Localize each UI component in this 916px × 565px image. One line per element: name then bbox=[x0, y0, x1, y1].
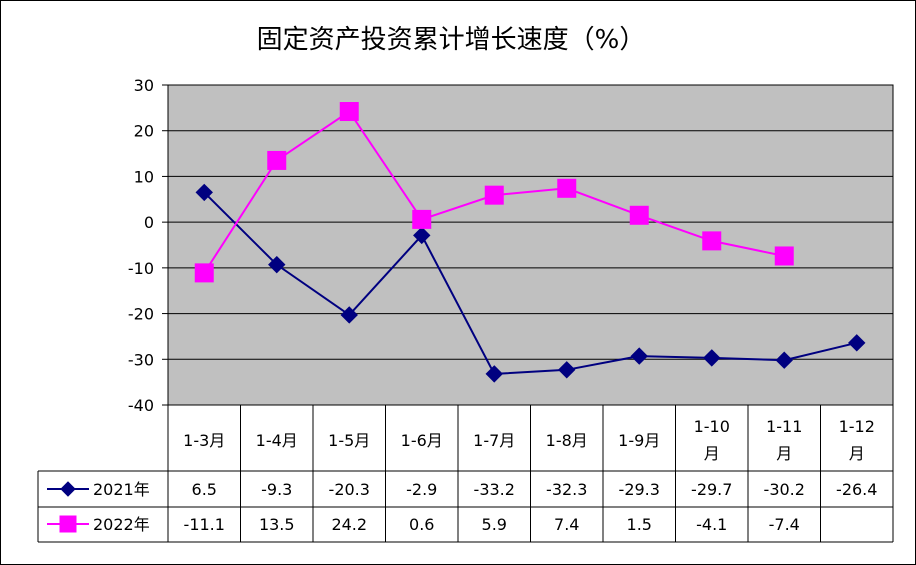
table-value: 13.5 bbox=[259, 515, 295, 534]
table-value: -29.3 bbox=[619, 480, 660, 499]
series-1-point bbox=[848, 334, 866, 352]
table-value: 6.5 bbox=[192, 480, 217, 499]
category-label: 1-10 月 bbox=[694, 417, 730, 463]
series-2-point bbox=[412, 209, 432, 229]
legend-marker-2 bbox=[59, 515, 77, 533]
series-1-point bbox=[703, 349, 721, 367]
legend-label-1: 2021年 bbox=[93, 480, 150, 499]
y-tick-label: -10 bbox=[128, 259, 154, 278]
y-tick-label: -30 bbox=[128, 350, 154, 369]
y-tick-label: -20 bbox=[128, 305, 154, 324]
table-value: -4.1 bbox=[696, 515, 727, 534]
legend-label-2: 2022年 bbox=[93, 515, 150, 534]
category-label: 1-7月 bbox=[473, 431, 515, 450]
table-value: -7.4 bbox=[769, 515, 800, 534]
category-label: 1-4月 bbox=[256, 431, 298, 450]
table-value: -9.3 bbox=[261, 480, 292, 499]
category-label: 1-5月 bbox=[328, 431, 370, 450]
series-layer bbox=[194, 102, 866, 383]
legend-marker-1 bbox=[60, 481, 76, 497]
table-value: -30.2 bbox=[764, 480, 805, 499]
table-value: -2.9 bbox=[406, 480, 437, 499]
series-1-point bbox=[630, 347, 648, 365]
y-tick-label: 20 bbox=[134, 122, 154, 141]
table-value: -32.3 bbox=[546, 480, 587, 499]
table-value: -11.1 bbox=[184, 515, 225, 534]
series-1-point bbox=[413, 226, 431, 245]
series-1-point bbox=[775, 351, 793, 369]
chart-title: 固定资产投资累计增长速度（%） bbox=[257, 25, 646, 55]
table-value: 5.9 bbox=[482, 515, 507, 534]
series-2-point bbox=[339, 102, 359, 122]
category-label: 1-8月 bbox=[546, 431, 588, 450]
series-1-point bbox=[268, 255, 286, 274]
series-2-point bbox=[557, 178, 577, 198]
series-1-point bbox=[340, 306, 358, 324]
plot-area: 30 20 10 0 -10 -20 -30 -40 bbox=[128, 76, 894, 415]
series-2-point bbox=[194, 263, 214, 283]
series-2-point bbox=[702, 231, 722, 251]
y-tick-label: 10 bbox=[134, 167, 154, 186]
series-1-point bbox=[485, 365, 503, 383]
series-2-point bbox=[629, 205, 649, 225]
category-label: 1-12 月 bbox=[839, 417, 875, 463]
table-value: 0.6 bbox=[409, 515, 434, 534]
table-value: -26.4 bbox=[836, 480, 877, 499]
table-value: -33.2 bbox=[474, 480, 515, 499]
table-value: 1.5 bbox=[627, 515, 652, 534]
series-2-point bbox=[267, 150, 287, 170]
table-value: 24.2 bbox=[331, 515, 367, 534]
table-value: -29.7 bbox=[691, 480, 732, 499]
category-label: 1-11 月 bbox=[766, 417, 802, 463]
y-tick-label: 0 bbox=[144, 213, 154, 232]
plot-background bbox=[167, 84, 894, 406]
y-tick-label: -40 bbox=[128, 396, 154, 415]
category-label: 1-9月 bbox=[618, 431, 660, 450]
series-1-point bbox=[558, 361, 576, 379]
series-line-1 bbox=[203, 191, 857, 375]
y-tick-label: 30 bbox=[134, 76, 154, 95]
series-2-point bbox=[774, 246, 794, 266]
series-2-point bbox=[484, 185, 504, 205]
series-1-point bbox=[195, 183, 213, 202]
category-label: 1-3月 bbox=[183, 431, 225, 450]
data-table: 1-3月 1-4月 1-5月 1-6月 1-7月 1-8月 1-9月 1-10 月 1-11 月 1-… bbox=[37, 405, 894, 543]
category-label: 1-6月 bbox=[401, 431, 443, 450]
table-value: 7.4 bbox=[554, 515, 579, 534]
table-value: -20.3 bbox=[329, 480, 370, 499]
